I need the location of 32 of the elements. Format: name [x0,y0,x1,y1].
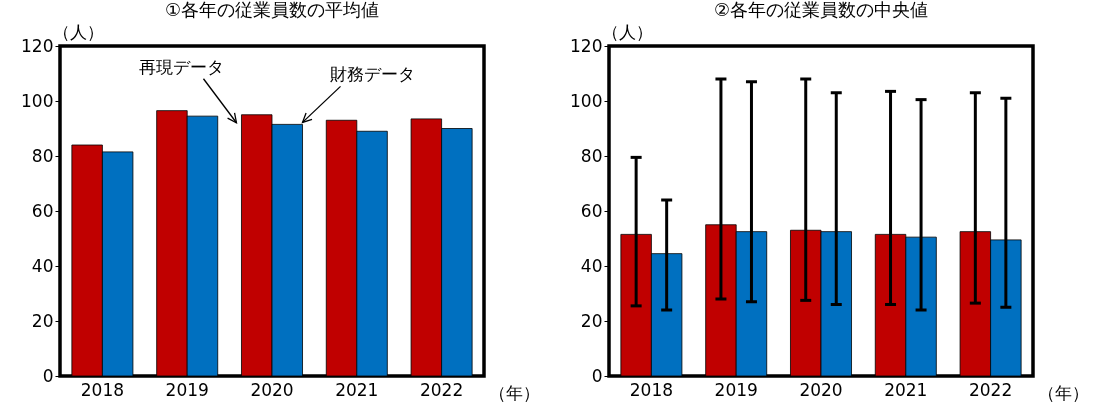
y-tick-label: 20 [31,310,54,331]
chart-title: ①各年の従業員数の平均値 [164,0,380,20]
y-tick-label: 100 [570,90,603,111]
y-tick-label: 60 [580,200,603,221]
y-tick-label: 20 [580,310,603,331]
x-tick-label: 2022 [968,379,1013,400]
y-tick-label: 60 [31,200,54,221]
y-tick-label: 120 [570,35,603,56]
x-tick-label: 2018 [80,379,125,400]
y-tick-label: 40 [580,255,603,276]
y-tick-label: 80 [580,145,603,166]
text: 財務データ [330,64,416,85]
y-tick-label: 100 [21,90,54,111]
x-tick-label: 2019 [714,379,758,400]
y-axis-title: （人） [601,21,653,42]
text: 再現データ [138,56,224,77]
x-tick-label: 2021 [884,379,928,400]
y-tick-label: 0 [42,365,54,386]
x-axis-title: （年） [488,382,540,403]
x-tick-label: 2022 [419,379,464,400]
chart-title: ②各年の従業員数の中央値 [713,0,929,20]
x-axis-title: （年） [1037,382,1089,403]
y-tick-label: 40 [31,255,54,276]
x-tick-label: 2020 [799,379,843,400]
x-tick-label: 2019 [165,379,209,400]
x-tick-label: 2018 [629,379,674,400]
y-axis-title: （人） [52,21,104,42]
y-tick-label: 80 [31,145,54,166]
x-tick-label: 2021 [335,379,379,400]
y-tick-label: 0 [591,365,603,386]
x-tick-label: 2020 [250,379,294,400]
y-tick-label: 120 [21,35,54,56]
